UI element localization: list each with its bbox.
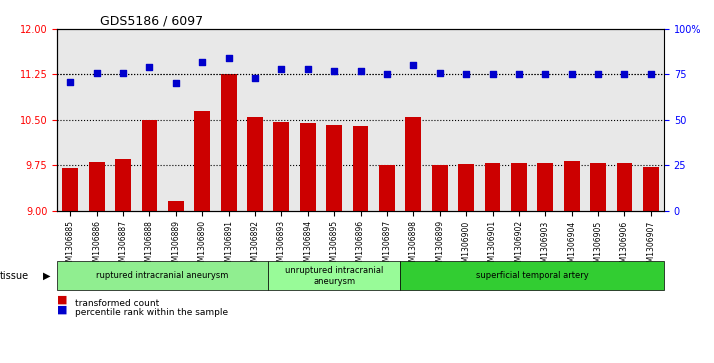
Point [276, 66, 287, 72]
Bar [326, 125, 342, 363]
Point [434, 70, 446, 76]
Point [408, 62, 419, 68]
Bar [62, 168, 79, 363]
Point [540, 72, 551, 77]
Bar [643, 167, 659, 363]
Point [196, 59, 208, 65]
Bar [300, 123, 316, 363]
Text: ■: ■ [57, 304, 68, 314]
Point [249, 75, 261, 81]
Point [223, 55, 234, 61]
Text: GDS5186 / 6097: GDS5186 / 6097 [100, 15, 203, 28]
Text: superficial temporal artery: superficial temporal artery [476, 272, 588, 280]
Bar [564, 161, 580, 363]
Point [91, 70, 102, 76]
Bar [273, 122, 289, 363]
Text: percentile rank within the sample: percentile rank within the sample [75, 308, 228, 317]
Bar [247, 117, 263, 363]
Text: transformed count: transformed count [75, 299, 159, 307]
Point [513, 72, 525, 77]
Point [355, 68, 366, 74]
Point [487, 72, 498, 77]
Bar [432, 165, 448, 363]
Point [64, 79, 76, 85]
Bar [485, 163, 501, 363]
Point [328, 68, 340, 74]
Text: ruptured intracranial aneurysm: ruptured intracranial aneurysm [96, 272, 229, 280]
Point [144, 64, 155, 70]
Bar [168, 201, 183, 363]
Point [117, 70, 129, 76]
Bar [221, 74, 236, 363]
Text: tissue: tissue [0, 271, 29, 281]
Bar [406, 117, 421, 363]
Point [619, 72, 630, 77]
Text: unruptured intracranial
aneurysm: unruptured intracranial aneurysm [285, 266, 383, 286]
Point [593, 72, 604, 77]
Bar [353, 126, 368, 363]
Bar [458, 164, 474, 363]
Bar [141, 120, 157, 363]
Bar [616, 163, 633, 363]
Bar [379, 165, 395, 363]
Point [461, 72, 472, 77]
Point [566, 72, 578, 77]
Bar [115, 159, 131, 363]
Point [302, 66, 313, 72]
Bar [590, 163, 606, 363]
Bar [194, 111, 210, 363]
Point [381, 72, 393, 77]
Bar [89, 162, 105, 363]
Bar [538, 163, 553, 363]
Point [645, 72, 657, 77]
Text: ▶: ▶ [43, 271, 50, 281]
Text: ■: ■ [57, 295, 68, 305]
Bar [511, 163, 527, 363]
Point [170, 81, 181, 86]
